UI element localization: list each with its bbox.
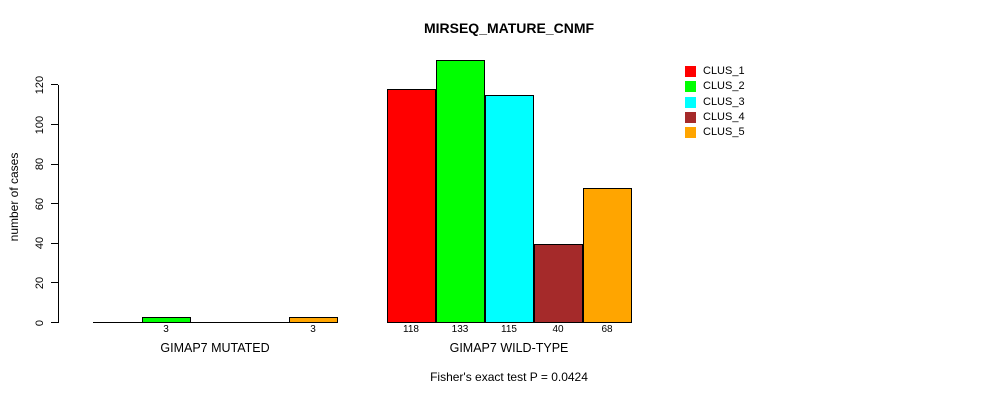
y-axis-line [58, 84, 59, 324]
legend-swatch-clus-1 [685, 66, 696, 77]
bar-value-label: 68 [601, 324, 613, 335]
legend-swatch-clus-2 [685, 81, 696, 93]
y-axis-tick [51, 84, 58, 86]
legend-label-clus-1: CLUS_1 [703, 65, 745, 77]
y-axis-tick [51, 203, 58, 205]
legend-swatch-clus-4 [685, 111, 696, 123]
y-axis-tick [51, 322, 58, 323]
legend-label-clus-3: CLUS_3 [703, 95, 745, 108]
fisher-test-annotation: Fisher's exact test P = 0.0424 [430, 370, 588, 384]
y-axis-tick-label: 120 [34, 75, 46, 95]
bar-clus-4-gimap7-wild-type [533, 243, 583, 323]
bar-clus-2-gimap7-wild-type [435, 59, 485, 323]
bar-clus-2-gimap7-mutated [141, 317, 191, 323]
y-axis-title: number of cases [7, 152, 21, 242]
y-axis-tick-label: 0 [34, 319, 46, 326]
y-axis-tick-label: 100 [34, 115, 46, 134]
y-axis-tick [51, 124, 58, 125]
bar-value-label: 3 [310, 324, 316, 335]
chart-title: MIRSEQ_MATURE_CNMF [423, 20, 595, 36]
bar-clus-1-gimap7-wild-type [386, 89, 436, 323]
y-axis-tick [51, 282, 58, 284]
legend-label-clus-4: CLUS_4 [703, 110, 745, 123]
bar-clus-5-gimap7-mutated [288, 317, 338, 323]
y-axis-tick [51, 163, 58, 165]
y-axis-tick [51, 242, 58, 244]
category-label: GIMAP7 MUTATED [160, 341, 270, 355]
y-axis-tick-label: 40 [34, 237, 46, 250]
category-label: GIMAP7 WILD-TYPE [449, 341, 569, 355]
group-baseline [92, 322, 338, 323]
bar-value-label: 133 [451, 324, 469, 335]
bar-clus-3-gimap7-wild-type [484, 95, 534, 323]
y-axis-tick-label: 20 [34, 276, 46, 290]
bar-value-label: 3 [163, 324, 169, 335]
y-axis-tick-label: 60 [34, 197, 46, 210]
y-axis-tick-label: 80 [34, 157, 46, 171]
legend-label-clus-2: CLUS_2 [703, 80, 745, 93]
legend-label-clus-5: CLUS_5 [703, 126, 745, 139]
legend-swatch-clus-3 [685, 96, 696, 108]
bar-value-label: 40 [552, 324, 564, 335]
bar-clus-5-gimap7-wild-type [582, 188, 632, 323]
bar-value-label: 118 [403, 324, 419, 335]
legend-swatch-clus-5 [685, 127, 696, 139]
bar-value-label: 115 [501, 324, 517, 335]
